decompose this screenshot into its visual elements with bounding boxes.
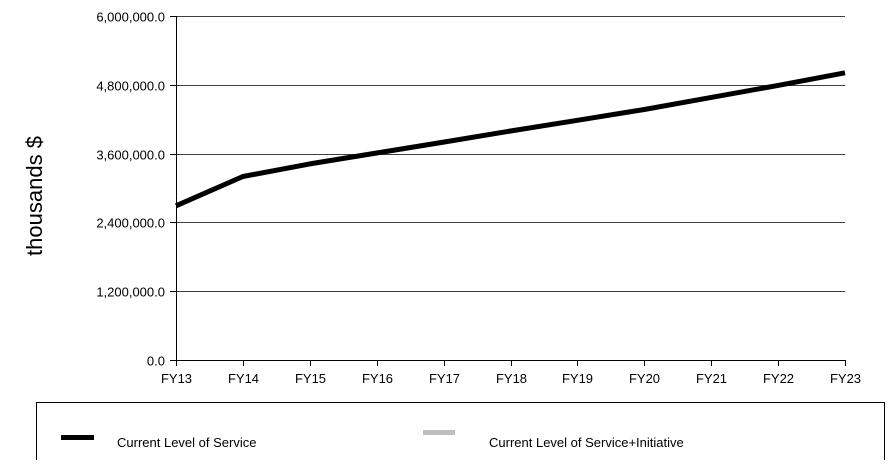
x-tick-label: FY19 [562,371,593,386]
series-lines [176,73,845,206]
y-tick-label: 1,200,000.0 [96,285,165,300]
x-tick-label: FY18 [496,371,527,386]
x-tick-label: FY16 [362,371,393,386]
x-tick-label: FY14 [228,371,259,386]
x-tick-labels: FY13 FY14 FY15 FY16 FY17 FY18 FY19 FY20 FY21 FY22… [161,371,861,386]
y-tick-label: 6,000,000.0 [96,10,165,25]
y-axis-label: thousands $ [22,136,47,256]
gridlines [176,17,845,292]
x-tick-label: FY17 [429,371,460,386]
y-tick-label: 2,400,000.0 [96,216,165,231]
legend-label-0: Current Level of Service [117,435,256,450]
x-tick-label: FY20 [629,371,660,386]
legend-box [37,403,885,461]
legend-label-1: Current Level of Service+Initiative [489,435,684,450]
axes [170,16,846,366]
x-tick-label: FY23 [830,371,861,386]
x-tick-label: FY13 [161,371,192,386]
y-tick-label: 0.0 [147,354,165,369]
y-tick-label: 3,600,000.0 [96,148,165,163]
x-tick-label: FY15 [295,371,326,386]
y-tick-labels: 0.0 1,200,000.0 2,400,000.0 3,600,000.0 4,80… [96,10,165,369]
y-tick-label: 4,800,000.0 [96,79,165,94]
series-line-0 [176,73,845,206]
x-tick-label: FY21 [696,371,727,386]
legend: Current Level of Service Current Level o… [37,403,885,461]
x-tick-label: FY22 [763,371,794,386]
